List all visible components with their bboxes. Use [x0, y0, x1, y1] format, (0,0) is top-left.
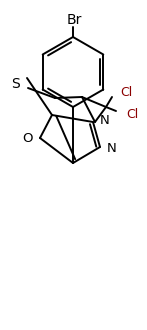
- Text: O: O: [22, 131, 33, 145]
- Text: Br: Br: [66, 13, 82, 27]
- Text: S: S: [11, 77, 20, 91]
- Text: Cl: Cl: [126, 109, 138, 121]
- Text: Cl: Cl: [120, 85, 132, 98]
- Text: N: N: [100, 115, 110, 127]
- Text: N: N: [107, 143, 117, 155]
